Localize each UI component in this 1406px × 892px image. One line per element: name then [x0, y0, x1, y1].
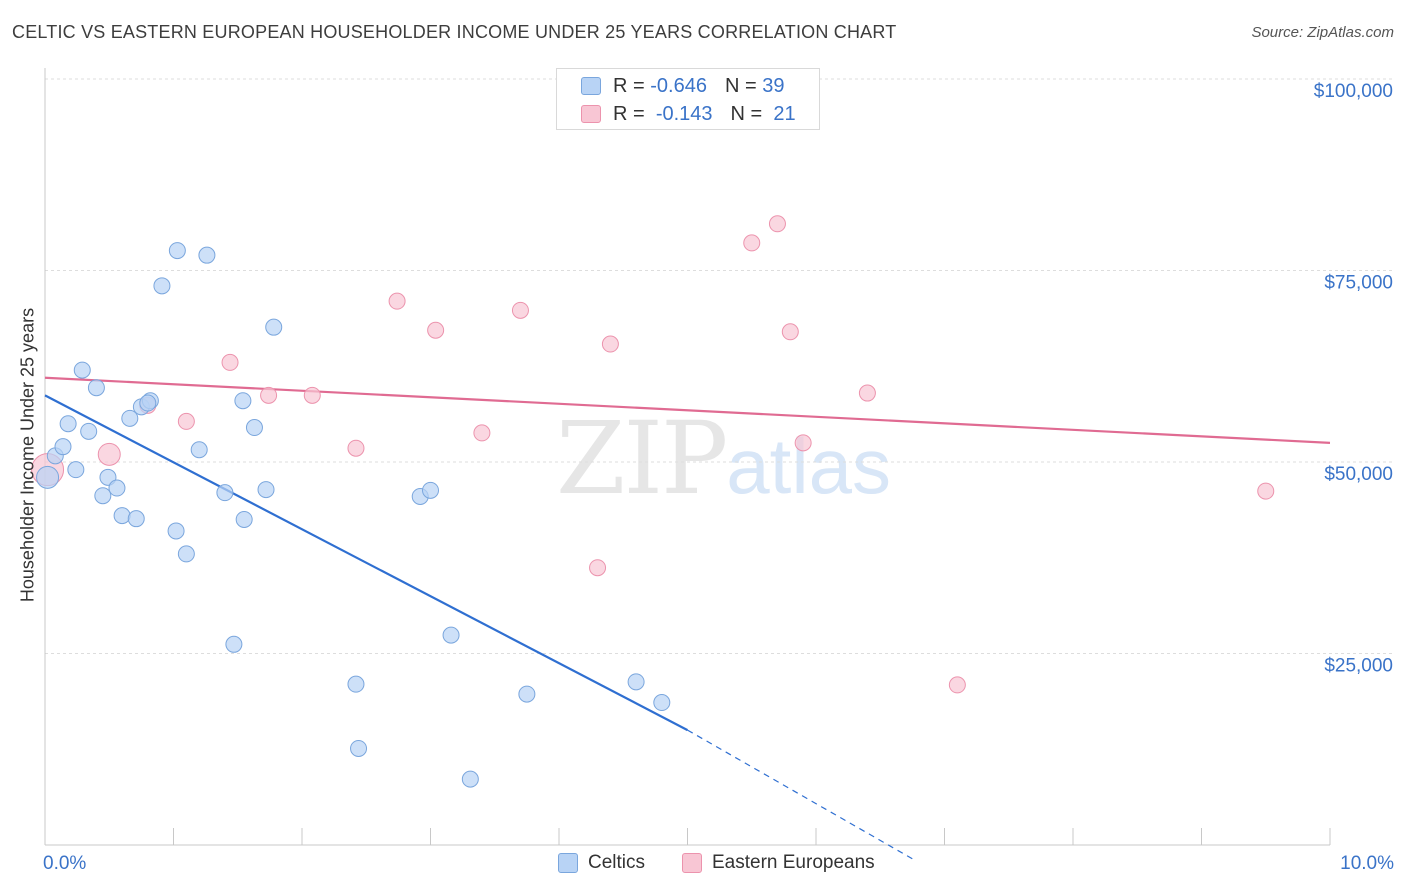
eastern-point: [589, 559, 607, 577]
watermark: ZIPatlas: [556, 400, 891, 517]
celtics-point: [257, 481, 275, 499]
eastern-point: [1257, 482, 1275, 500]
celtics-trend-extension: [687, 729, 913, 860]
eastern-point: [794, 434, 812, 452]
celtics-legend-swatch: [558, 853, 578, 873]
celtics-r-value: -0.646: [650, 74, 707, 97]
y-tick-label: $50,000: [1324, 464, 1393, 485]
celtics-point: [235, 510, 253, 528]
x-tick-label: 10.0%: [1340, 853, 1394, 874]
eastern-point: [427, 321, 445, 339]
eastern-point: [260, 386, 278, 404]
eastern-n-value: 21: [773, 102, 796, 125]
eastern-point: [473, 424, 491, 442]
label-layer: $25,000 $50,000 $75,000 $100,000 0.0% 10.0%: [43, 81, 1394, 874]
celtics-point: [94, 487, 112, 505]
n-label: N =: [724, 74, 757, 97]
celtics-point: [73, 361, 91, 379]
celtics-point: [216, 484, 234, 502]
celtics-point: [139, 394, 157, 412]
celtics-point: [121, 409, 139, 427]
correlation-legend: R = -0.646 N = 39 R = -0.143 N = 21: [556, 68, 820, 130]
eastern-point: [221, 353, 239, 371]
trend-layer: [44, 376, 1331, 860]
axis-layer: [44, 68, 1331, 846]
celtics-point: [225, 635, 243, 653]
celtics-trend-line: [44, 394, 689, 732]
r-label: R =: [613, 102, 645, 125]
celtics-legend-label: Celtics: [588, 852, 646, 873]
celtics-point: [627, 673, 645, 691]
celtics-point: [422, 481, 439, 499]
celtics-point: [54, 438, 72, 456]
celtics-point: [113, 507, 131, 525]
legend-row-eastern: R = -0.143 N = 21: [581, 102, 796, 126]
eastern-point: [303, 386, 321, 404]
celtics-point: [177, 545, 195, 563]
eastern-trend-line: [44, 376, 1331, 444]
legend-row-celtics: R = -0.646 N = 39: [581, 74, 784, 98]
celtics-point: [80, 422, 98, 440]
eastern-point: [768, 215, 786, 233]
celtics-n-value: 39: [762, 74, 785, 97]
watermark-zip: ZIP: [556, 400, 728, 517]
celtics-swatch: [581, 77, 601, 95]
eastern-point: [948, 676, 966, 694]
celtics-point: [168, 242, 186, 260]
legend-item-celtics: Celtics: [558, 852, 645, 874]
y-tick-label: $100,000: [1314, 81, 1393, 102]
legend-item-eastern: Eastern Europeans: [682, 852, 875, 874]
eastern-point: [601, 335, 619, 353]
celtics-point: [234, 392, 252, 410]
point-layer: [31, 215, 1275, 788]
celtics-point: [67, 461, 85, 479]
x-tick-label: 0.0%: [43, 853, 86, 874]
celtics-point: [442, 626, 460, 644]
eastern-r-value: -0.143: [655, 102, 713, 125]
grid-layer: [45, 78, 1394, 654]
eastern-point: [388, 292, 406, 310]
r-label: R =: [613, 74, 645, 97]
celtics-point: [59, 415, 77, 433]
celtics-point: [347, 675, 365, 693]
source-label: Source: ZipAtlas.com: [1251, 24, 1394, 41]
eastern-point: [347, 439, 365, 457]
n-label: N =: [730, 102, 763, 125]
eastern-legend-swatch: [682, 853, 702, 873]
y-tick-label: $75,000: [1324, 273, 1393, 294]
celtics-point: [350, 739, 368, 757]
celtics-point: [653, 694, 671, 712]
eastern-swatch: [581, 105, 601, 123]
celtics-point: [198, 246, 216, 264]
celtics-point: [461, 770, 479, 788]
celtics-point: [127, 510, 145, 528]
celtics-point: [153, 277, 171, 295]
celtics-point: [167, 522, 185, 540]
celtics-point: [36, 465, 60, 489]
celtics-point: [190, 441, 208, 459]
y-tick-label: $25,000: [1324, 656, 1393, 677]
celtics-point: [245, 419, 263, 437]
eastern-point: [97, 442, 121, 466]
eastern-legend-label: Eastern Europeans: [712, 852, 875, 873]
chart-title: CELTIC VS EASTERN EUROPEAN HOUSEHOLDER I…: [12, 22, 897, 42]
celtics-point: [87, 379, 105, 397]
eastern-point: [858, 384, 876, 402]
eastern-point: [781, 323, 799, 341]
eastern-point: [177, 412, 195, 430]
celtics-point: [518, 685, 536, 703]
eastern-point: [743, 234, 761, 252]
celtics-point: [265, 318, 283, 336]
y-axis-label: Householder Income Under 25 years: [17, 307, 38, 603]
celtics-point: [108, 479, 126, 497]
eastern-point: [511, 301, 529, 319]
